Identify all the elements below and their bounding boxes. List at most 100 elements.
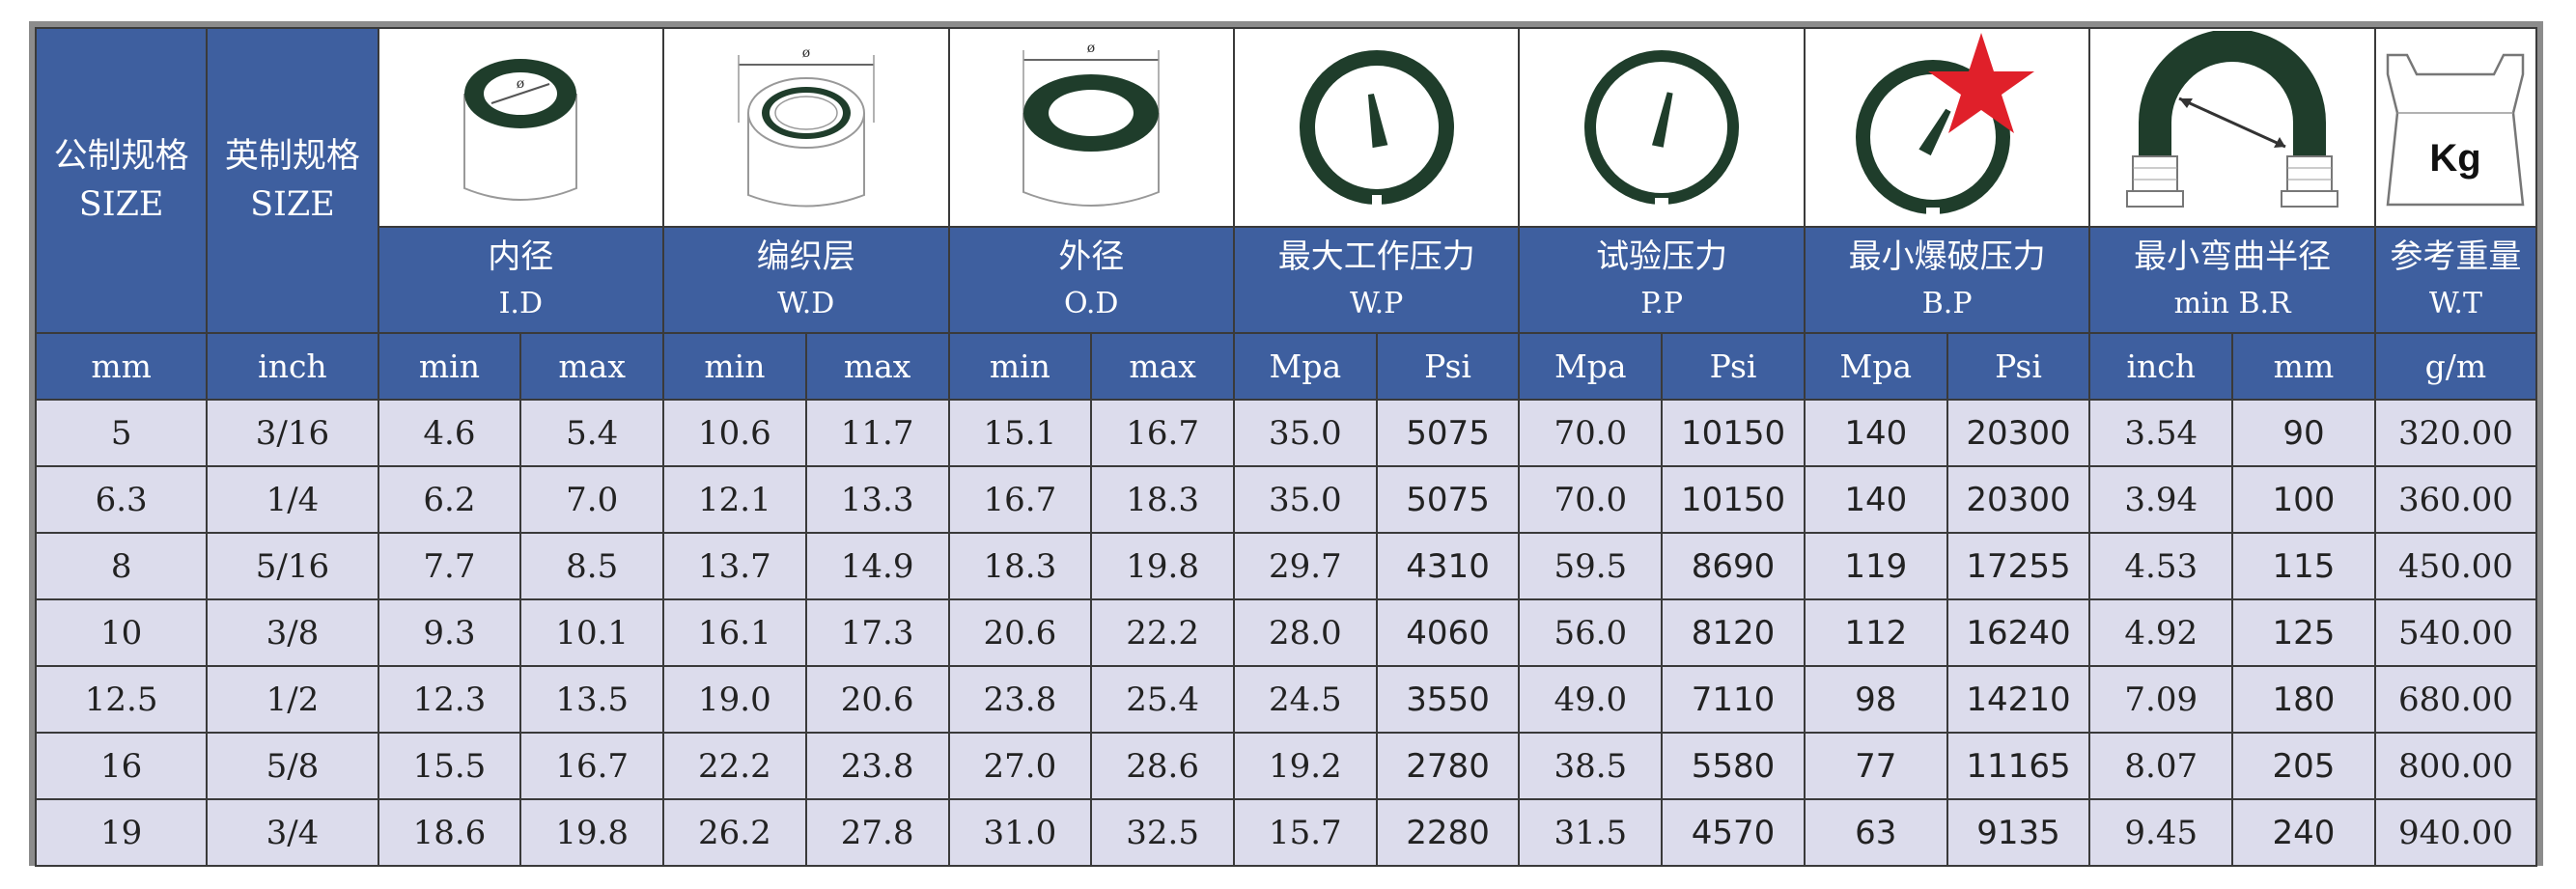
table-cell: 940.00: [2373, 798, 2538, 867]
table-cell: 23.8: [947, 665, 1093, 734]
outer-diameter-icon-cell: ø: [947, 27, 1235, 228]
table-cell: 112: [1803, 598, 1948, 667]
table-cell: 16.7: [947, 465, 1093, 534]
unit-cell: Psi: [1661, 332, 1806, 401]
table-cell: 3/16: [206, 399, 379, 467]
burst-star: [1927, 33, 2034, 133]
table-cell: 3.94: [2088, 465, 2234, 534]
unit-cell: Psi: [1375, 332, 1521, 401]
weight-icon-cell: Kg: [2373, 27, 2538, 228]
table-cell: 18.3: [1090, 465, 1235, 534]
imperial-size-en: SIZE: [250, 185, 335, 224]
table-cell: 11165: [1946, 732, 2091, 800]
proof-pressure-cn: 试验压力: [1596, 237, 1728, 276]
table-row: 6.3 1/4 6.2 7.0 12.1 13.3 16.7 18.3 35.0 5075 70.0…: [34, 465, 2538, 534]
table-cell: 140: [1803, 465, 1948, 534]
table-cell: 28.0: [1232, 598, 1378, 667]
table-cell: 19.2: [1232, 732, 1378, 800]
table-cell: 2280: [1375, 798, 1521, 867]
table-cell: 1/2: [206, 665, 379, 734]
table-row: 5 3/16 4.6 5.4 10.6 11.7 15.1 16.7 35.0 5075 70.0 1…: [34, 399, 2538, 467]
table-cell: 17.3: [804, 598, 950, 667]
table-cell: 12.3: [377, 665, 522, 734]
table-cell: 19.8: [1090, 532, 1235, 600]
working-pressure-en: W.P: [1350, 287, 1404, 320]
table-cell: 9.45: [2088, 798, 2234, 867]
table-cell: 16: [34, 732, 209, 800]
table-cell: 11.7: [804, 399, 950, 467]
spec-table-frame: 公制规格 SIZE 英制规格 SIZE ø ø: [29, 21, 2543, 867]
table-row: 12.5 1/2 12.3 13.5 19.0 20.6 23.8 25.4 24.5 3550 4…: [34, 665, 2538, 734]
proof-pressure-en: P.P: [1640, 287, 1684, 320]
unit-cell: max: [1090, 332, 1235, 401]
inner-diameter-icon: ø: [463, 59, 578, 201]
table-cell: 100: [2231, 465, 2376, 534]
table-cell: 31.5: [1518, 798, 1664, 867]
bend-radius-icon: [2126, 31, 2339, 208]
table-cell: 6.2: [377, 465, 522, 534]
table-cell: 19: [34, 798, 209, 867]
table-cell: 3/4: [206, 798, 379, 867]
table-cell: 23.8: [804, 732, 950, 800]
unit-cell: min: [662, 332, 807, 401]
outer-diameter-en: O.D: [1064, 287, 1119, 320]
unit-cell: Psi: [1946, 332, 2091, 401]
unit-cell: inch: [2088, 332, 2234, 401]
table-cell: 77: [1803, 732, 1948, 800]
metric-size-en: SIZE: [78, 185, 164, 224]
proof-pressure-gauge-icon: [1584, 50, 1740, 209]
hose-spec-table: 公制规格 SIZE 英制规格 SIZE ø ø: [34, 27, 2538, 867]
table-cell: 125: [2231, 598, 2376, 667]
unit-cell: g/m: [2373, 332, 2538, 401]
table-cell: 8690: [1661, 532, 1806, 600]
table-cell: 18.3: [947, 532, 1093, 600]
table-cell: 14210: [1946, 665, 2091, 734]
table-cell: 25.4: [1090, 665, 1235, 734]
table-cell: 5075: [1375, 399, 1521, 467]
unit-cell: mm: [34, 332, 209, 401]
table-cell: 2780: [1375, 732, 1521, 800]
table-cell: 3/8: [206, 598, 379, 667]
table-cell: 5075: [1375, 465, 1521, 534]
svg-text:ø: ø: [1087, 41, 1095, 56]
bend-radius-cn: 最小弯曲半径: [2134, 237, 2332, 276]
table-cell: 8.07: [2088, 732, 2234, 800]
table-cell: 450.00: [2373, 532, 2538, 600]
table-cell: 15.7: [1232, 798, 1378, 867]
table-cell: 90: [2231, 399, 2376, 467]
table-cell: 6.3: [34, 465, 209, 534]
proof-pressure-header: 试验压力 P.P: [1518, 226, 1806, 334]
working-pressure-cn: 最大工作压力: [1277, 237, 1475, 276]
table-cell: 5/8: [206, 732, 379, 800]
table-cell: 320.00: [2373, 399, 2538, 467]
unit-cell: inch: [206, 332, 379, 401]
working-pressure-gauge-icon: [1299, 50, 1454, 209]
table-cell: 7.7: [377, 532, 522, 600]
unit-cell: Mpa: [1518, 332, 1664, 401]
burst-pressure-en: B.P: [1921, 287, 1973, 320]
table-cell: 8.5: [519, 532, 665, 600]
braid-layer-icon-cell: ø: [662, 27, 950, 228]
unit-cell: mm: [2231, 332, 2376, 401]
table-cell: 4060: [1375, 598, 1521, 667]
braid-layer-icon: ø: [738, 45, 875, 208]
table-cell: 98: [1803, 665, 1948, 734]
table-cell: 16.7: [1090, 399, 1235, 467]
table-cell: 70.0: [1518, 399, 1664, 467]
table-cell: 680.00: [2373, 665, 2538, 734]
table-cell: 20300: [1946, 465, 2091, 534]
table-cell: 1/4: [206, 465, 379, 534]
bend-radius-header: 最小弯曲半径 min B.R: [2088, 226, 2376, 334]
table-cell: 9135: [1946, 798, 2091, 867]
table-cell: 32.5: [1090, 798, 1235, 867]
table-row: 8 5/16 7.7 8.5 13.7 14.9 18.3 19.8 29.7 4310 59.5 8…: [34, 532, 2538, 600]
working-pressure-gauge-cell: [1232, 27, 1521, 228]
table-cell: 49.0: [1518, 665, 1664, 734]
weight-icon: Kg: [2387, 53, 2525, 207]
burst-pressure-gauge-icon: [1855, 33, 2034, 220]
table-cell: 5/16: [206, 532, 379, 600]
table-cell: 16240: [1946, 598, 2091, 667]
table-cell: 119: [1803, 532, 1948, 600]
table-cell: 7.0: [519, 465, 665, 534]
table-cell: 63: [1803, 798, 1948, 867]
